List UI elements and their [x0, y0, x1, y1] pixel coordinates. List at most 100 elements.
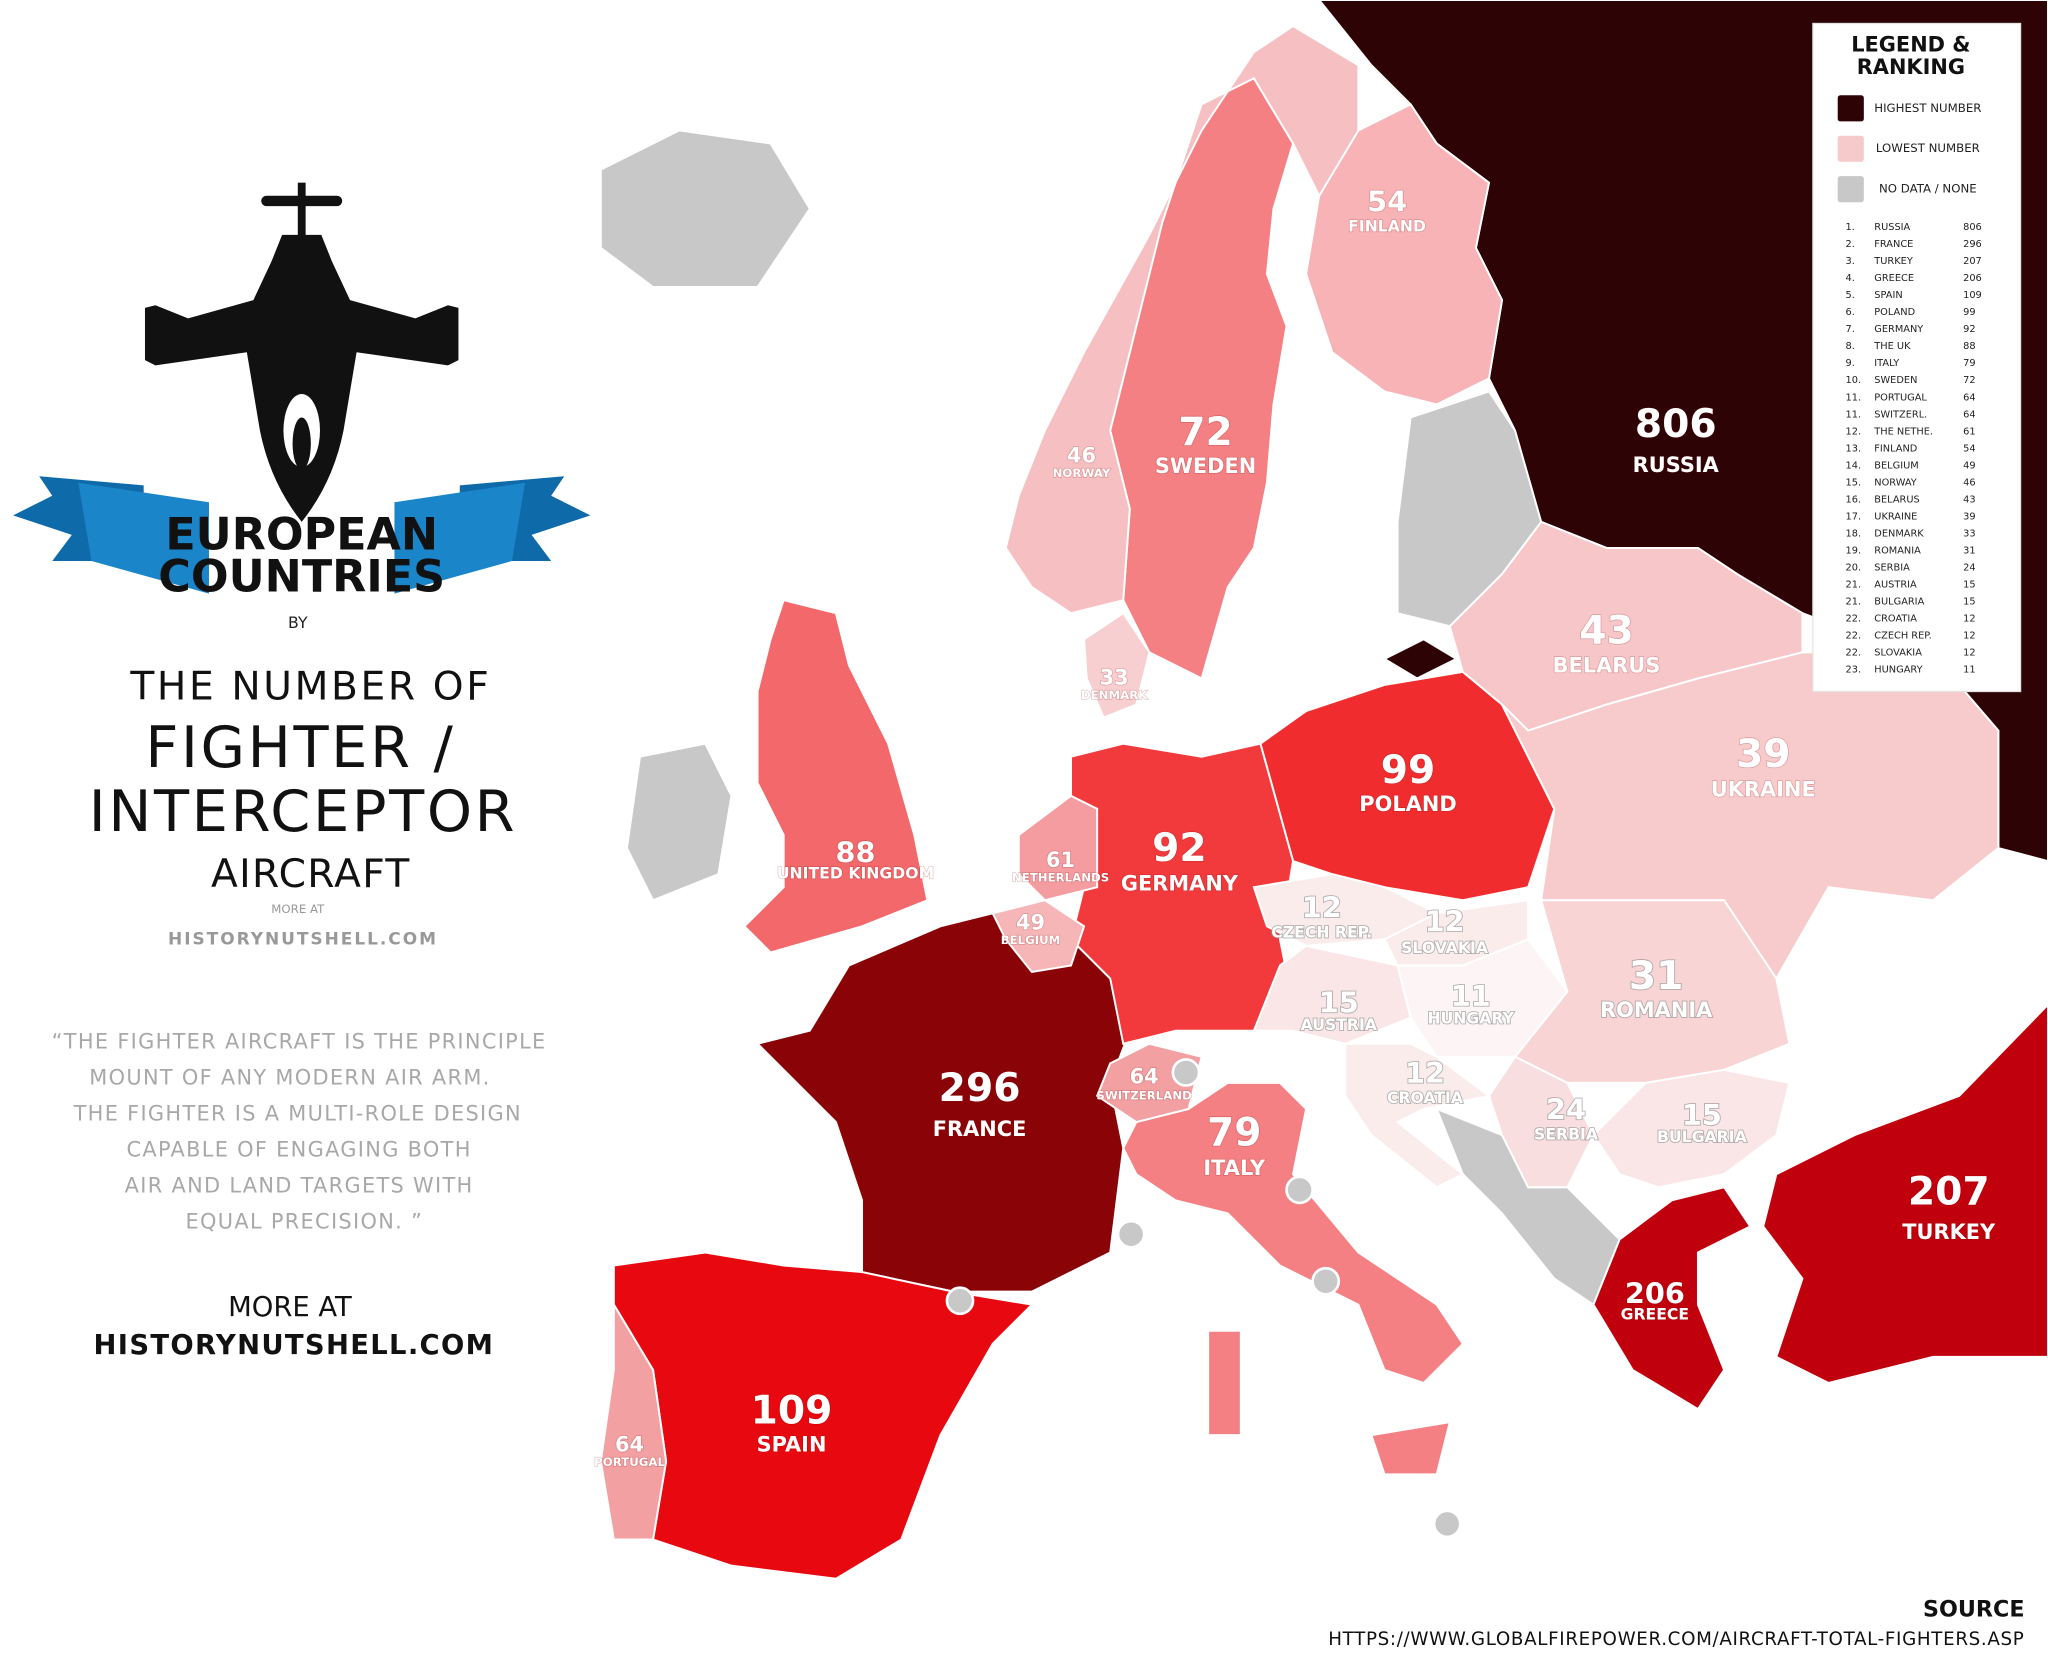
rank-country: GREECE: [1874, 273, 1914, 284]
rank-number: 3.: [1846, 256, 1855, 267]
rank-country: TURKEY: [1873, 256, 1913, 267]
rank-country: ROMANIA: [1874, 546, 1921, 557]
country-name: AUSTRIA: [1301, 1015, 1378, 1034]
rank-country: SERBIA: [1874, 563, 1910, 574]
country-name: ITALY: [1203, 1156, 1266, 1180]
country-value: 33: [1100, 665, 1129, 689]
rank-number: 19.: [1846, 546, 1862, 557]
microstate-dot: [1285, 1175, 1314, 1205]
rank-country: UKRAINE: [1874, 511, 1917, 522]
rank-number: 11.: [1846, 392, 1862, 403]
country-name: RUSSIA: [1633, 453, 1720, 477]
country-name: UKRAINE: [1711, 778, 1816, 802]
rank-number: 15.: [1846, 477, 1862, 488]
country-value: 109: [751, 1388, 833, 1433]
rank-value: 43: [1963, 494, 1975, 505]
quote-line: EQUAL PRECISION. ”: [186, 1209, 424, 1233]
ribbon-text: COUNTRIES: [158, 551, 445, 602]
country-name: FRANCE: [933, 1117, 1027, 1141]
site: HISTORYNUTSHELL.COM: [94, 1330, 495, 1361]
country-name: POLAND: [1359, 792, 1456, 816]
rank-value: 39: [1963, 511, 1975, 522]
rank-country: THE NETHE.: [1873, 426, 1933, 437]
country-value: 46: [1067, 444, 1096, 468]
rank-country: SLOVAKIA: [1874, 648, 1922, 659]
country: [1344, 1042, 1492, 1189]
source-title: SOURCE: [1923, 1596, 2024, 1622]
rank-number: 16.: [1846, 494, 1862, 505]
rank-country: CROATIA: [1874, 614, 1917, 625]
country-value: 92: [1152, 826, 1207, 871]
country: [1083, 611, 1151, 719]
rank-value: 49: [1963, 460, 1975, 471]
rank-number: 22.: [1846, 614, 1862, 625]
rank-number: 21.: [1846, 580, 1862, 591]
ribbon: [13, 476, 591, 594]
rank-number: 18.: [1846, 528, 1862, 539]
rank-number: 11.: [1846, 409, 1862, 420]
country-value: 64: [615, 1433, 644, 1457]
rank-number: 4.: [1846, 273, 1855, 284]
country-value: 11: [1451, 979, 1491, 1013]
country: [1382, 638, 1459, 680]
country-name: CROATIA: [1387, 1088, 1464, 1107]
rank-number: 14.: [1846, 460, 1862, 471]
country: [1122, 1081, 1465, 1385]
quote-line: AIR AND LAND TARGETS WITH: [125, 1173, 474, 1197]
country-name: BULGARIA: [1657, 1127, 1748, 1146]
rank-value: 15: [1963, 597, 1975, 608]
rank-value: 92: [1963, 324, 1975, 335]
country-name: NETHERLANDS: [1012, 871, 1109, 885]
rank-country: BULGARIA: [1874, 597, 1924, 608]
country-value: 296: [939, 1066, 1021, 1111]
rank-value: 31: [1963, 546, 1975, 557]
rank-country: THE UK: [1873, 341, 1911, 352]
legend-box: [1812, 22, 2022, 693]
microstate-dot: [945, 1286, 975, 1316]
rank-value: 296: [1963, 239, 1982, 250]
country: [599, 1301, 668, 1541]
country-value: 31: [1629, 954, 1684, 999]
rank-number: 12.: [1846, 426, 1862, 437]
rank-value: 61: [1963, 426, 1975, 437]
country-value: 39: [1736, 732, 1791, 777]
rank-number: 17.: [1846, 511, 1862, 522]
rank-value: 24: [1963, 563, 1975, 574]
rank-value: 54: [1963, 443, 1975, 454]
country-value: 12: [1302, 890, 1342, 924]
legend-title: RANKING: [1857, 55, 1965, 79]
no-data-country: [625, 742, 733, 902]
country-name: ROMANIA: [1600, 998, 1713, 1022]
rank-value: 12: [1963, 631, 1975, 642]
country-name: CZECH REP.: [1271, 922, 1372, 941]
legend-swatch: [1837, 135, 1864, 162]
rank-value: 206: [1963, 273, 1982, 284]
rank-country: FRANCE: [1874, 239, 1913, 250]
country-name: HUNGARY: [1427, 1008, 1514, 1027]
country-name: GERMANY: [1121, 872, 1239, 896]
country-value: 49: [1016, 911, 1045, 935]
country-name: SWEDEN: [1155, 454, 1256, 478]
legend-label: LOWEST NUMBER: [1876, 141, 1980, 155]
country-name: DENMARK: [1081, 688, 1148, 702]
by: BY: [288, 613, 308, 632]
country-value: 64: [1130, 1065, 1159, 1089]
quote-line: THE FIGHTER IS A MULTI-ROLE DESIGN: [73, 1101, 522, 1125]
rank-number: 1.: [1846, 222, 1855, 233]
legend-label: NO DATA / NONE: [1879, 182, 1977, 196]
legend-swatch: [1837, 176, 1864, 203]
rank-number: 8.: [1846, 341, 1855, 352]
country: [1501, 651, 2000, 981]
rank-country: BELARUS: [1874, 494, 1919, 505]
country-value: 72: [1178, 410, 1233, 455]
country-value: 88: [836, 836, 876, 870]
country-name: FINLAND: [1348, 217, 1426, 236]
rank-country: SWEDEN: [1874, 375, 1917, 386]
legend-swatch: [1837, 95, 1864, 122]
rank-country: PORTUGAL: [1874, 392, 1927, 403]
country-name: BELARUS: [1553, 654, 1661, 678]
rank-country: GERMANY: [1874, 324, 1923, 335]
no-data-country: [599, 129, 811, 289]
country: [1109, 77, 1295, 680]
